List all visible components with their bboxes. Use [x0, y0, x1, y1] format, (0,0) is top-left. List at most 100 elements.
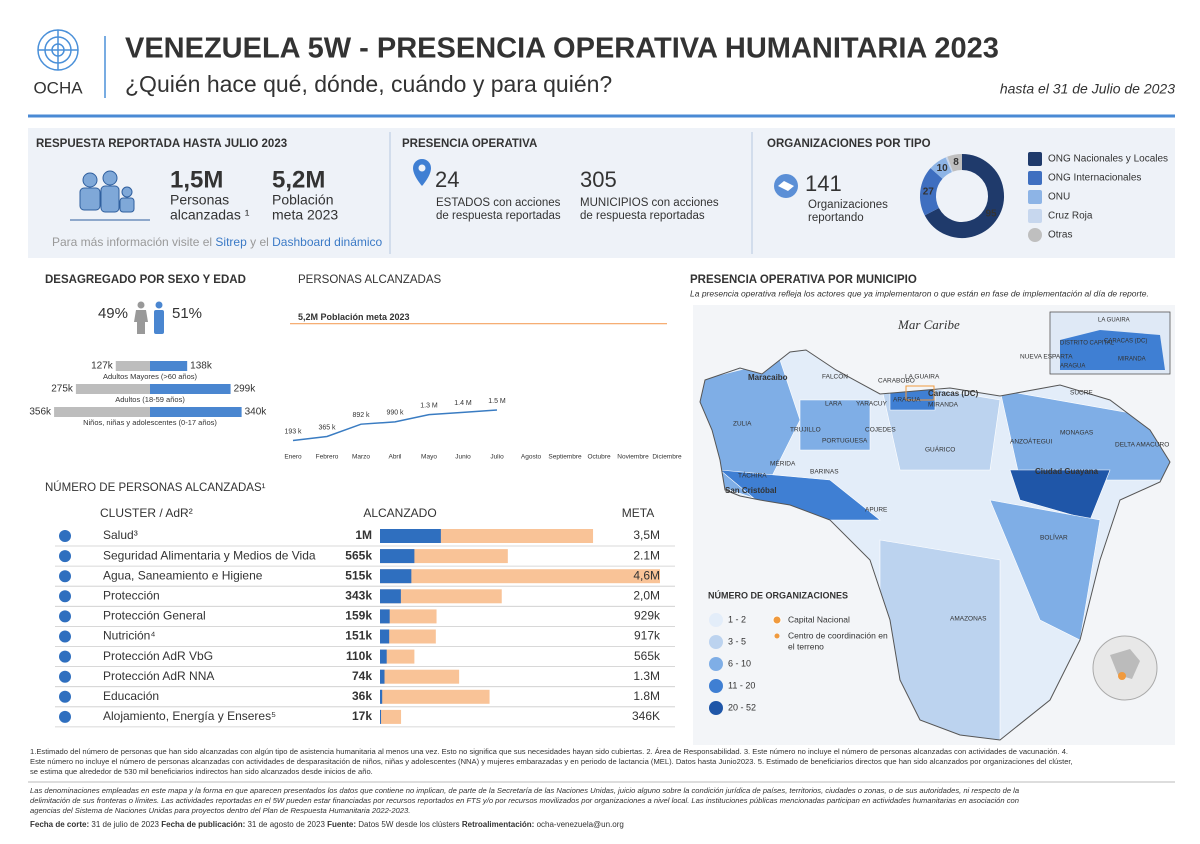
- category-label: Seguridad Alimentaria y Medios de Vida: [103, 548, 316, 562]
- map-label: COJEDES: [865, 427, 896, 434]
- category-label: Nutrición⁴: [103, 629, 156, 643]
- map-label: Maracaibo: [748, 373, 788, 382]
- x-tick-label: Marzo: [352, 454, 370, 461]
- bar: [380, 649, 387, 664]
- value-label: 1.5 M: [488, 398, 506, 405]
- person-icon: [134, 310, 148, 334]
- value-label: 275k: [51, 384, 74, 395]
- legend-label: Capital Nacional: [788, 614, 850, 624]
- footer-label: Fecha de corte:: [30, 820, 89, 829]
- legend-label: 6 - 10: [728, 658, 751, 668]
- map-label: AMAZONAS: [950, 616, 987, 623]
- value-label: 299k: [234, 384, 257, 395]
- bar: [380, 629, 390, 644]
- map-label: MÉRIDA: [770, 459, 796, 468]
- bar: [75, 384, 150, 394]
- column-header: META: [622, 506, 654, 520]
- kpi-label: reportando: [808, 212, 864, 224]
- kpi-label: meta 2023: [272, 207, 338, 223]
- footer: Fecha de corte: 31 de julio de 2023 Fech…: [30, 820, 624, 829]
- map-label: PORTUGUESA: [822, 438, 868, 445]
- legend-swatch: [1028, 209, 1042, 223]
- bar: [380, 689, 383, 704]
- target-label: 5,2M Población meta 2023: [298, 312, 410, 322]
- kpi-value: 24: [435, 167, 459, 192]
- value-label: 515k: [345, 568, 372, 582]
- x-tick-label: Septiembre: [548, 454, 582, 461]
- x-tick-label: Julio: [490, 454, 504, 461]
- map-label: CARABOBO: [878, 378, 915, 385]
- disclaimer: agencias del Sistema de Naciones Unidas …: [30, 806, 410, 815]
- legend-swatch: [709, 657, 723, 671]
- bar: [380, 589, 502, 604]
- kpi-label: de respuesta reportadas: [580, 210, 705, 222]
- legend-swatch: [1028, 152, 1042, 166]
- value-label: 343k: [345, 588, 372, 602]
- section-title: PRESENCIA OPERATIVA POR MUNICIPIO: [690, 274, 917, 286]
- legend-symbol: [774, 633, 780, 639]
- value-label: 365 k: [318, 424, 336, 431]
- bar: [380, 629, 436, 644]
- bar: [150, 384, 231, 394]
- value-label: 3,5M: [633, 528, 660, 542]
- group-label: Adultos (18-59 años): [115, 395, 185, 404]
- kpi-label: de respuesta reportadas: [436, 210, 561, 222]
- x-tick-label: Agosto: [521, 454, 542, 461]
- value-label: 892 k: [352, 412, 370, 419]
- value-label: 193 k: [284, 428, 302, 435]
- map-inset-shape: [1060, 330, 1165, 370]
- map-subtitle: La presencia operativa refleja los actor…: [690, 288, 1149, 298]
- legend-title: NÚMERO DE ORGANIZACIONES: [708, 589, 848, 600]
- bar: [150, 361, 188, 371]
- x-tick-label: Enero: [284, 454, 302, 461]
- footnote: 1.Estimado del número de personas que ha…: [30, 747, 1068, 756]
- column-header: CLUSTER / AdR²: [100, 506, 193, 520]
- logo-text: OCHA: [33, 78, 83, 97]
- map-label: Ciudad Guayana: [1035, 467, 1099, 476]
- donut-slice: [945, 156, 953, 173]
- value-label: 990 k: [386, 410, 404, 417]
- section-title: NÚMERO DE PERSONAS ALCANZADAS¹: [45, 481, 266, 494]
- kpi-value: 305: [580, 167, 617, 192]
- inset-label: CARACAS (DC): [1104, 339, 1147, 345]
- globe-land: [1110, 649, 1140, 679]
- map-label: LARA: [825, 401, 843, 408]
- link[interactable]: Dashboard dinámico: [272, 235, 382, 249]
- footer-text: 31 de julio de 2023: [91, 820, 159, 829]
- bar: [54, 407, 151, 417]
- footer-label: Fecha de publicación:: [161, 820, 245, 829]
- column-header: ALCANZADO: [363, 506, 436, 520]
- donut-slice: [924, 154, 1004, 238]
- cluster-icon: [59, 650, 71, 663]
- map-label: MIRANDA: [928, 402, 959, 409]
- x-tick-label: Abril: [388, 454, 402, 461]
- link[interactable]: Sitrep: [215, 235, 247, 249]
- cluster-icon: [59, 590, 71, 603]
- donut-label: 95: [985, 208, 997, 219]
- person-icon: [137, 301, 145, 309]
- bar: [380, 709, 402, 724]
- line: [292, 409, 498, 442]
- donut-slice: [930, 157, 953, 180]
- legend-label: 11 - 20: [728, 680, 755, 690]
- value-label: 1.3 M: [420, 403, 438, 410]
- kpi-label: ESTADOS con acciones: [436, 197, 561, 209]
- value-label: 151k: [345, 629, 372, 643]
- value-label: 1.4 M: [454, 400, 472, 407]
- bar: [380, 689, 490, 704]
- value-label: 74k: [352, 669, 372, 683]
- map-label: GUÁRICO: [925, 445, 955, 454]
- info-text: y el: [250, 235, 269, 249]
- group-label: Niños, niñas y adolescentes (0-17 años): [83, 418, 217, 427]
- donut-label: 8: [953, 157, 959, 168]
- legend-label: 1 - 2: [728, 614, 746, 624]
- category-label: Agua, Saneamiento e Higiene: [103, 568, 263, 582]
- map-label: ANZOÁTEGUI: [1010, 437, 1052, 446]
- legend-label: ONU: [1048, 192, 1070, 203]
- legend-swatch: [709, 613, 723, 627]
- value-label: 1M: [355, 528, 372, 542]
- legend-label: el terreno: [788, 641, 824, 651]
- kpi-label: alcanzadas ¹: [170, 207, 250, 223]
- people-icon: [70, 170, 150, 221]
- inset-label: LA GUAIRA: [1098, 318, 1130, 324]
